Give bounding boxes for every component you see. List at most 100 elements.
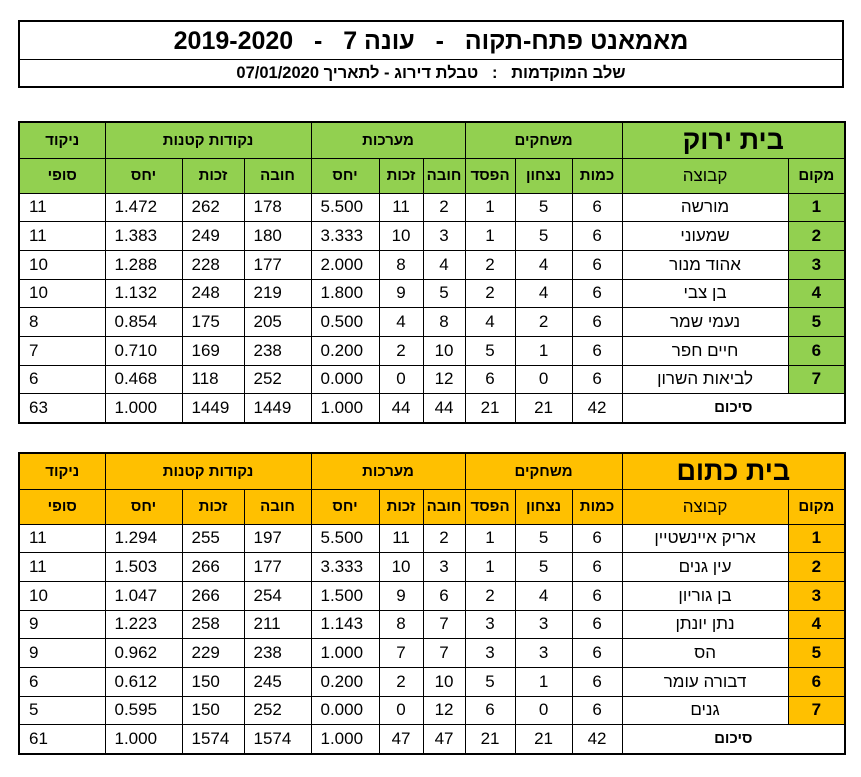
team-name-cell: בן גוריון <box>621 580 789 611</box>
played-cell: 6 <box>571 580 623 611</box>
col-points-for-header: זכות <box>181 488 245 525</box>
points-ratio-cell: 1.047 <box>104 580 183 611</box>
sets-ratio-cell: 2.000 <box>310 249 380 280</box>
rank-cell: 1 <box>787 192 846 223</box>
won-cell: 2 <box>514 307 573 337</box>
sets-for-cell: 4 <box>378 307 424 337</box>
sets-ratio-cell: 5.500 <box>310 523 380 554</box>
sets-for-cell: 7 <box>378 638 424 668</box>
team-name-cell: לביאות השרון <box>621 364 789 395</box>
house-name: בית כתום <box>621 452 846 490</box>
col-points-ratio-header: יחס <box>104 488 183 525</box>
table-row: 1 אריק איינשטיין 6 5 1 2 11 5.500 197 255 1.294 11 <box>18 523 846 554</box>
col-played-header: כמות <box>571 488 623 525</box>
points-for-cell: 248 <box>181 278 245 309</box>
sets-against-cell: 3 <box>422 552 466 582</box>
won-cell: 0 <box>514 695 573 726</box>
lost-cell: 1 <box>464 523 516 554</box>
points-ratio-cell: 0.962 <box>104 638 183 668</box>
points-for-cell: 175 <box>181 307 245 337</box>
header-row-columns: מקום קבוצה כמות נצחון הפסד חובה זכות יחס חובה זכו… <box>18 157 846 194</box>
total-sets-against-cell: 44 <box>422 393 466 423</box>
col-team-header: קבוצה <box>621 157 789 194</box>
won-cell: 1 <box>514 666 573 697</box>
played-cell: 6 <box>571 278 623 309</box>
rank-cell: 7 <box>787 364 846 395</box>
played-cell: 6 <box>571 335 623 366</box>
points-against-cell: 252 <box>243 364 312 395</box>
lost-cell: 2 <box>464 580 516 611</box>
sets-ratio-cell: 1.000 <box>310 638 380 668</box>
team-name-cell: דבורה עומר <box>621 666 789 697</box>
header-row-groups: בית כתום משחקים מערכות נקודות קטנות ניקוד <box>18 452 846 490</box>
total-points-against-cell: 1574 <box>243 724 312 754</box>
points-against-cell: 238 <box>243 335 312 366</box>
table-row: 3 בן גוריון 6 4 2 6 9 1.500 254 266 1.047 10 <box>18 580 846 611</box>
points-ratio-cell: 1.288 <box>104 249 183 280</box>
team-name-cell: מורשה <box>621 192 789 223</box>
sets-ratio-cell: 0.000 <box>310 695 380 726</box>
total-played-cell: 42 <box>571 393 623 423</box>
won-cell: 5 <box>514 221 573 251</box>
played-cell: 6 <box>571 307 623 337</box>
points-against-cell: 245 <box>243 666 312 697</box>
table-row: 7 לביאות השרון 6 0 6 12 0 0.000 252 118 0.468 6 <box>18 364 846 395</box>
col-score-header: סופי <box>18 157 106 194</box>
col-sets-against-header: חובה <box>422 157 466 194</box>
sets-against-cell: 7 <box>422 638 466 668</box>
sets-for-cell: 10 <box>378 221 424 251</box>
points-ratio-cell: 0.612 <box>104 666 183 697</box>
played-cell: 6 <box>571 192 623 223</box>
won-cell: 5 <box>514 523 573 554</box>
lost-cell: 5 <box>464 335 516 366</box>
sets-ratio-cell: 1.800 <box>310 278 380 309</box>
sets-for-cell: 0 <box>378 364 424 395</box>
sets-for-cell: 8 <box>378 249 424 280</box>
total-sets-against-cell: 47 <box>422 724 466 754</box>
team-name-cell: הס <box>621 638 789 668</box>
score-cell: 8 <box>18 307 106 337</box>
sets-for-cell: 11 <box>378 523 424 554</box>
points-ratio-cell: 0.854 <box>104 307 183 337</box>
total-won-cell: 21 <box>514 393 573 423</box>
col-points-ratio-header: יחס <box>104 157 183 194</box>
col-sets-for-header: זכות <box>378 488 424 525</box>
score-cell: 6 <box>18 666 106 697</box>
points-for-cell: 249 <box>181 221 245 251</box>
sets-for-cell: 8 <box>378 609 424 640</box>
played-cell: 6 <box>571 221 623 251</box>
score-cell: 9 <box>18 638 106 668</box>
table-row: 2 עין גנים 6 5 1 3 10 3.333 177 266 1.503 11 <box>18 552 846 582</box>
rank-cell: 1 <box>787 523 846 554</box>
lost-cell: 3 <box>464 609 516 640</box>
table-row: 5 הס 6 3 3 7 7 1.000 238 229 0.962 9 <box>18 638 846 668</box>
played-cell: 6 <box>571 638 623 668</box>
total-points-ratio-cell: 1.000 <box>104 724 183 754</box>
total-label: סיכום <box>621 724 846 754</box>
played-cell: 6 <box>571 666 623 697</box>
sets-ratio-cell: 1.143 <box>310 609 380 640</box>
points-against-cell: 252 <box>243 695 312 726</box>
sets-against-cell: 2 <box>422 192 466 223</box>
rank-cell: 2 <box>787 221 846 251</box>
sets-for-cell: 11 <box>378 192 424 223</box>
total-sets-ratio-cell: 1.000 <box>310 393 380 423</box>
team-name-cell: שמעוני <box>621 221 789 251</box>
sets-ratio-cell: 0.000 <box>310 364 380 395</box>
total-row: סיכום 42 21 21 44 44 1.000 1449 1449 1.000 63 <box>18 393 846 423</box>
standings-table-green: בית ירוק משחקים מערכות נקודות קטנות ניקוד מקו… <box>18 121 847 424</box>
table-row: 4 נתן יונתן 6 3 3 7 8 1.143 211 258 1.223 9 <box>18 609 846 640</box>
sets-ratio-cell: 0.200 <box>310 335 380 366</box>
total-lost-cell: 21 <box>464 724 516 754</box>
won-cell: 5 <box>514 552 573 582</box>
points-against-cell: 205 <box>243 307 312 337</box>
rank-cell: 6 <box>787 335 846 366</box>
house-name: בית ירוק <box>621 121 846 159</box>
team-name-cell: נתן יונתן <box>621 609 789 640</box>
table-row: 1 מורשה 6 5 1 2 11 5.500 178 262 1.472 11 <box>18 192 846 223</box>
sets-against-cell: 4 <box>422 249 466 280</box>
games-group-header: משחקים <box>464 452 623 490</box>
sets-group-header: מערכות <box>310 452 466 490</box>
rank-cell: 6 <box>787 666 846 697</box>
col-points-against-header: חובה <box>243 488 312 525</box>
